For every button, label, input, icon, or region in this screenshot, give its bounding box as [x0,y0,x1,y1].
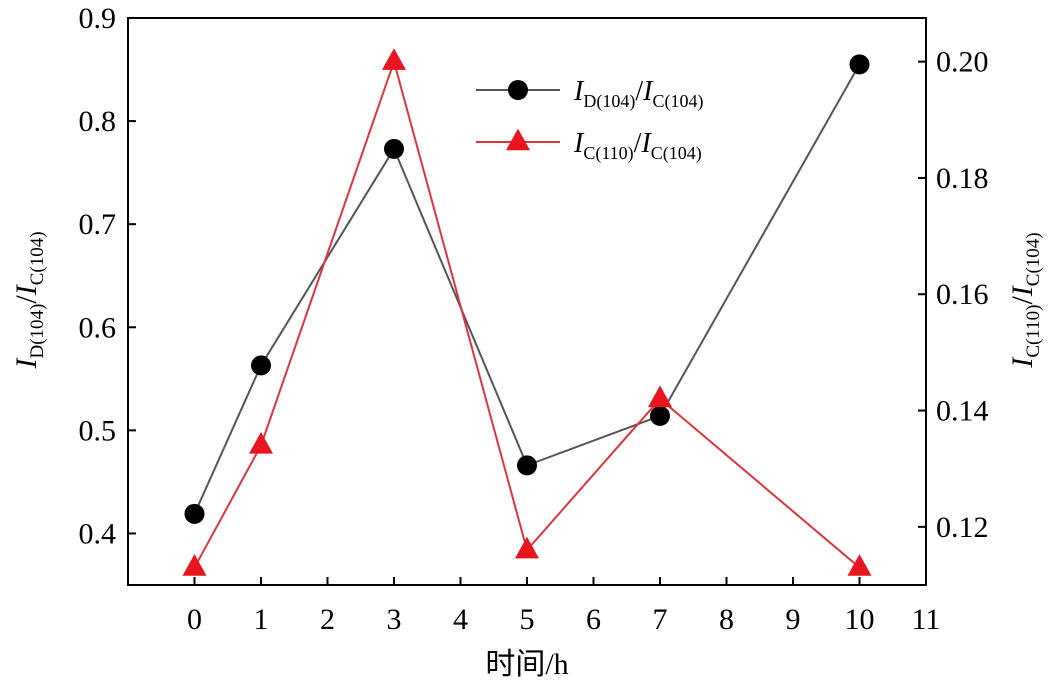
x-tick-label: 10 [845,603,875,636]
data-point-triangle [182,554,207,576]
x-tick-label: 9 [786,603,801,636]
y-left-tick-label: 0.5 [79,414,117,447]
y-left-label-sub2: C(104) [27,231,48,285]
x-tick-label: 8 [719,603,734,636]
y-right-tick-label: 0.12 [936,511,989,544]
y-right-tick-label: 0.14 [936,395,989,428]
x-axis-label: 时间/h [485,648,568,681]
data-point-circle [251,355,271,376]
y-right-label-slash: / [1006,296,1039,305]
y-right-label-main2: I [1006,284,1039,297]
x-tick-label: 5 [520,603,535,636]
x-tick-label: 1 [254,603,269,636]
data-point-circle [384,138,404,159]
y-left-axis-label: ID(104)/IC(104) [10,231,48,369]
y-right-label-sub: C(110) [1023,305,1044,358]
y-right-label-sub2: C(104) [1023,232,1044,286]
legend: ID(104)/IC(104) IC(110)/IC(104) [476,76,703,164]
x-tick-label: 7 [653,603,668,636]
y-right-tick-label: 0.18 [936,162,989,195]
x-tick-label: 2 [320,603,335,636]
y-left-tick-label: 0.7 [79,208,117,241]
y-right-label-main: I [1006,356,1039,369]
legend-marker-circle [508,80,528,100]
right-y-axis: 0.12 0.14 0.16 0.18 0.20 [918,46,989,544]
legend-label-1: ID(104)/IC(104) [573,76,703,112]
y-left-label-sub: D(104) [27,304,48,359]
plot-frame [127,17,927,586]
data-point-triangle [847,554,872,576]
y-left-tick-label: 0.9 [79,2,117,35]
y-left-tick-label: 0.4 [79,517,117,550]
x-tick-label: 6 [586,603,601,636]
legend-label-2: IC(110)/IC(104) [573,128,702,164]
y-left-tick-label: 0.6 [79,311,117,344]
data-point-triangle [382,48,406,70]
series-line-1 [193,63,861,515]
legend-marker-triangle [506,128,530,151]
y-left-tick-label: 0.8 [79,105,117,138]
series-layer [182,48,872,576]
data-point-triangle [515,536,539,559]
series-line-2 [193,58,861,569]
left-y-axis: 0.4 0.5 0.6 0.7 0.8 0.9 [79,2,136,550]
y-left-label-slash: / [10,295,43,304]
y-right-tick-label: 0.20 [936,46,989,79]
data-point-circle [849,54,870,75]
data-point-triangle [249,432,273,454]
x-tick-label: 3 [387,603,402,636]
data-point-triangle [648,385,672,408]
data-point-circle [517,455,537,476]
y-right-tick-label: 0.16 [936,278,989,311]
data-point-circle [650,405,670,426]
x-tick-label: 0 [187,603,202,636]
y-right-axis-label: IC(110)/IC(104) [1006,232,1044,368]
x-tick-label: 4 [453,603,468,636]
y-left-label-main: I [10,357,43,370]
x-tick-label: 11 [912,603,941,636]
y-left-label-main2: I [10,283,43,296]
data-point-circle [184,503,205,524]
x-axis: 0 1 2 3 4 5 6 7 8 9 10 11 [187,577,940,636]
